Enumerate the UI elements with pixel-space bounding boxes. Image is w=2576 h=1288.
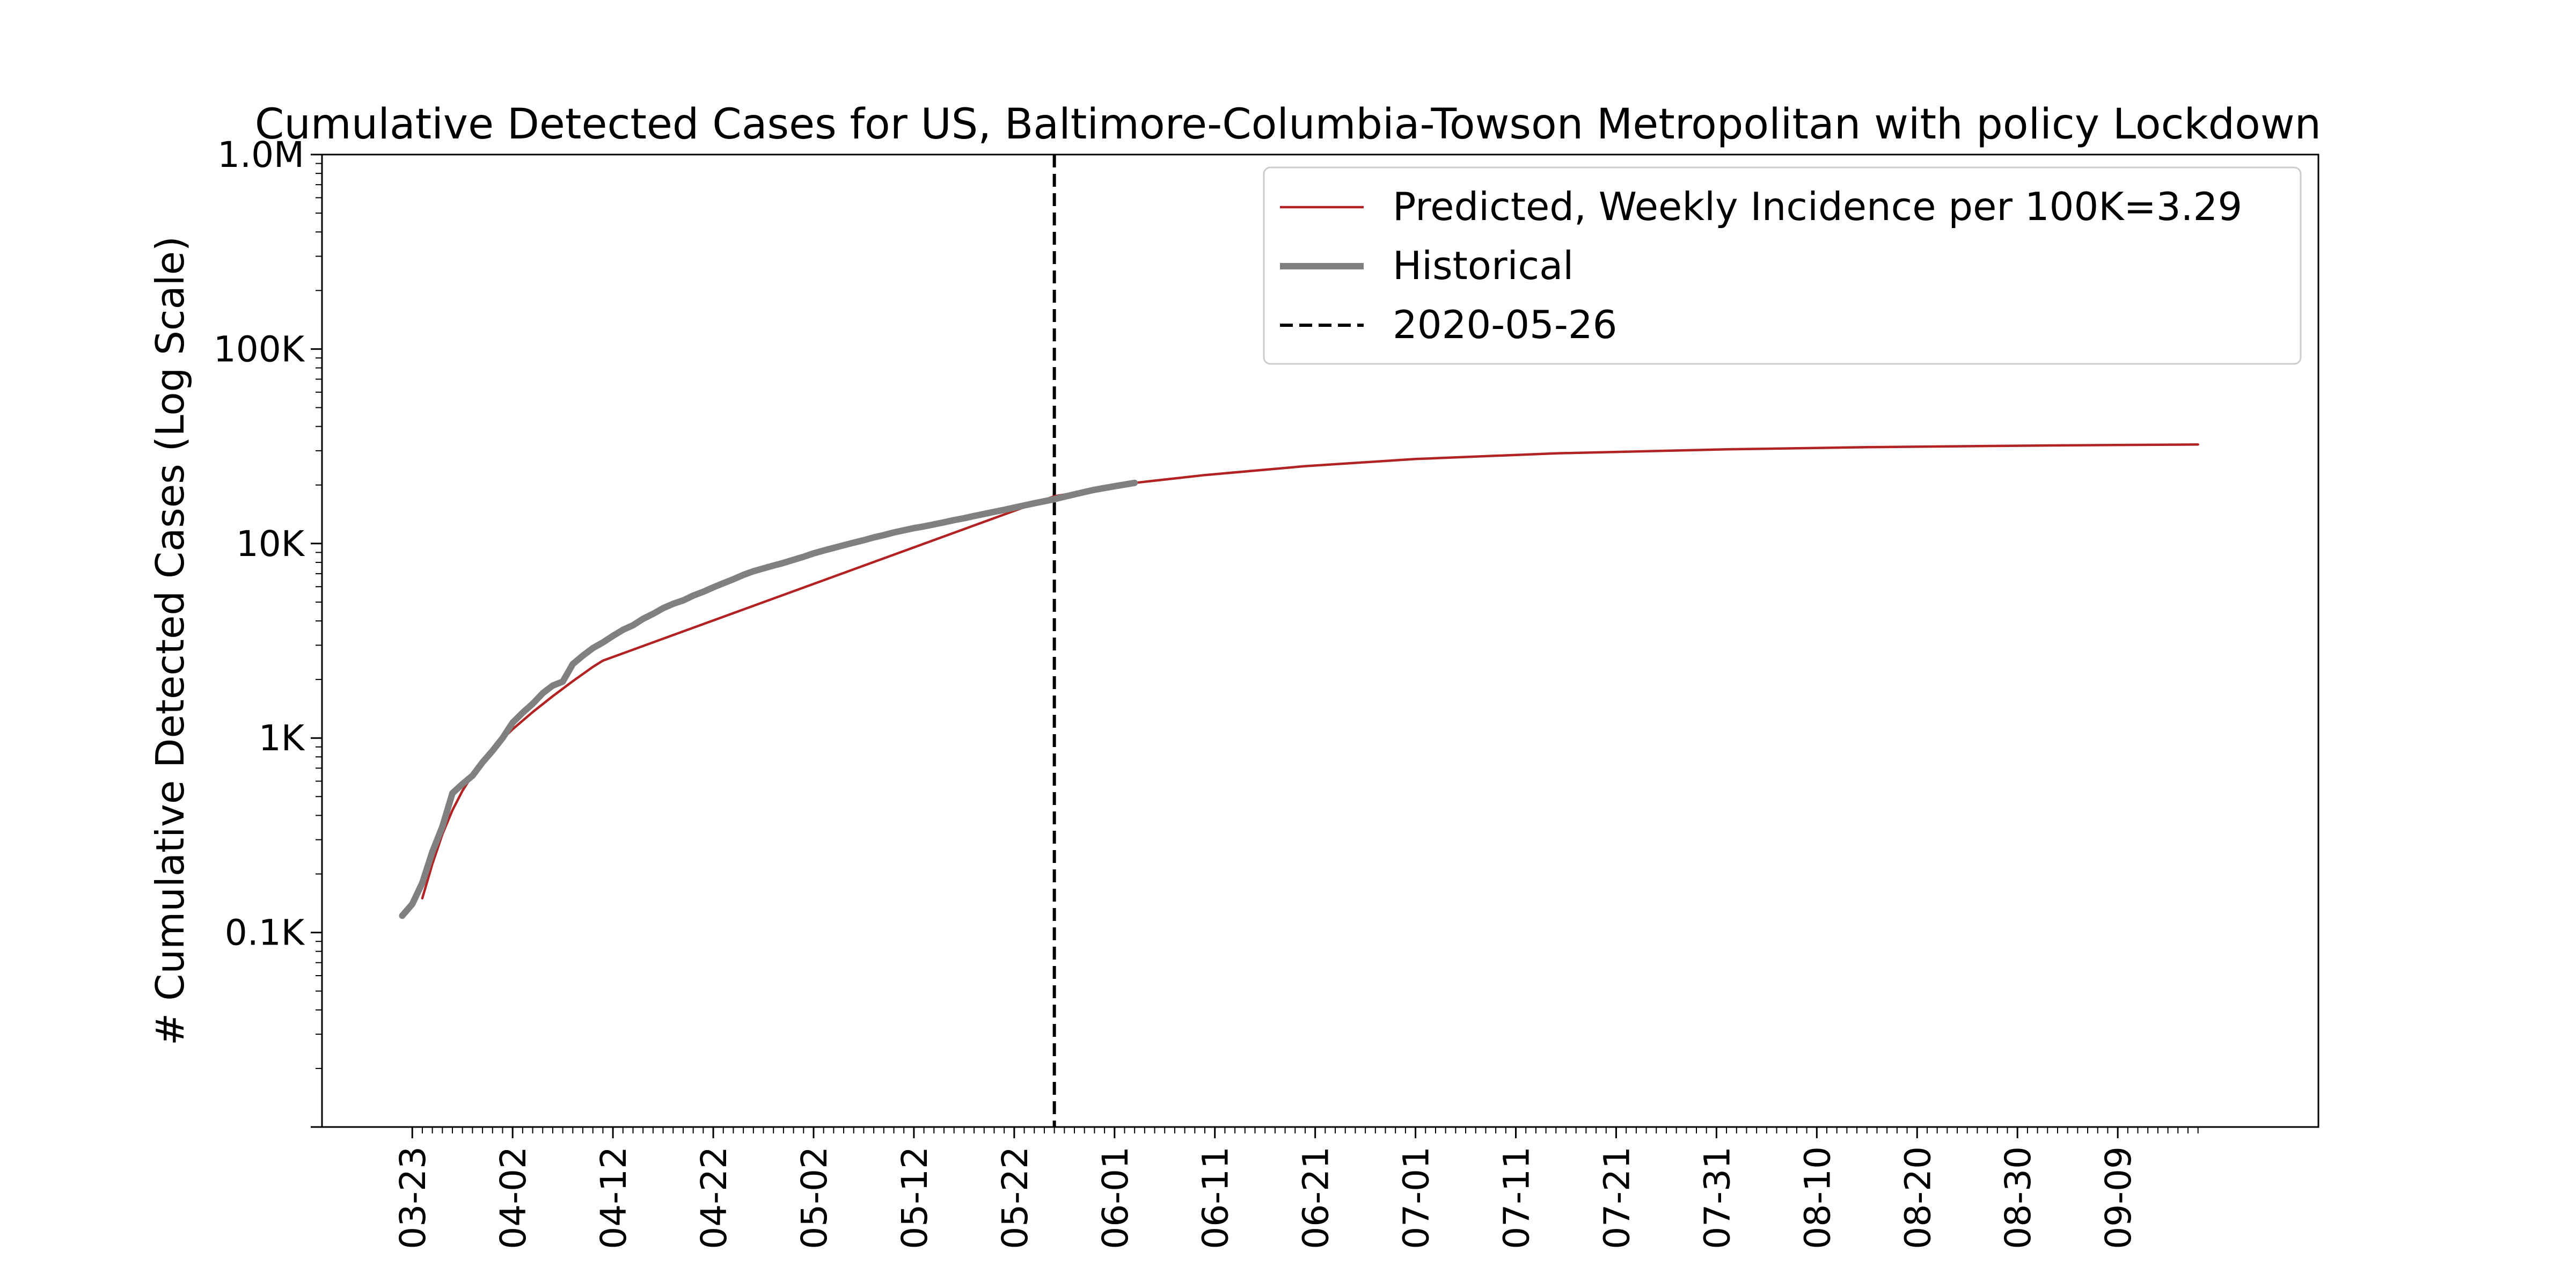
x-tick-label-7: 06-01	[1095, 1146, 1136, 1249]
x-tick-label-10: 07-01	[1396, 1146, 1437, 1249]
legend-label-vline: 2020-05-26	[1393, 302, 1617, 347]
x-tick-label-8: 06-11	[1195, 1146, 1236, 1249]
x-tick-label-16: 08-30	[1997, 1146, 2039, 1249]
x-tick-label-6: 05-22	[994, 1146, 1036, 1249]
legend-label-historical: Historical	[1393, 243, 1574, 288]
series-line-historical	[399, 479, 1138, 919]
x-tick-label-15: 08-20	[1897, 1146, 1938, 1249]
x-tick-label-17: 09-09	[2098, 1146, 2139, 1249]
x-tick-label-1: 04-02	[493, 1146, 534, 1249]
x-tick-label-4: 05-02	[794, 1146, 835, 1249]
y-tick-label-2: 10K	[236, 523, 305, 565]
legend-label-predicted: Predicted, Weekly Incidence per 100K=3.2…	[1393, 184, 2242, 229]
plot-frame	[321, 153, 2319, 1128]
series-layer	[399, 443, 2199, 919]
x-axis: 03-23 04-02 04-12 04-22 05-02 05-12 05-22 06-01…	[392, 1127, 2199, 1249]
y-axis: 0.1K 1K 10K 100K 1.0M	[214, 134, 322, 1128]
x-tick-label-3: 04-22	[693, 1146, 735, 1249]
y-tick-label-3: 100K	[214, 328, 305, 370]
x-tick-label-11: 07-11	[1496, 1146, 1538, 1249]
y-tick-label-0: 0.1K	[225, 912, 305, 954]
series-line-predicted	[421, 443, 2199, 900]
chart-title: Cumulative Detected Cases for US, Baltim…	[255, 100, 2321, 149]
legend-box	[1263, 166, 2302, 365]
x-tick-label-2: 04-12	[593, 1146, 634, 1249]
plot-area	[321, 153, 2319, 1128]
legend: Predicted, Weekly Incidence per 100K=3.2…	[1263, 166, 2302, 365]
x-tick-label-12: 07-21	[1596, 1146, 1637, 1249]
y-tick-label-1: 1K	[259, 718, 305, 759]
x-tick-label-5: 05-12	[894, 1146, 935, 1249]
x-tick-label-0: 03-23	[392, 1146, 434, 1249]
x-tick-label-13: 07-31	[1696, 1146, 1738, 1249]
y-axis-label: # Cumulative Detected Cases (Log Scale)	[148, 236, 193, 1045]
x-tick-label-9: 06-21	[1296, 1146, 1337, 1249]
y-tick-label-4: 1.0M	[217, 134, 304, 175]
x-tick-label-14: 08-10	[1797, 1146, 1838, 1249]
